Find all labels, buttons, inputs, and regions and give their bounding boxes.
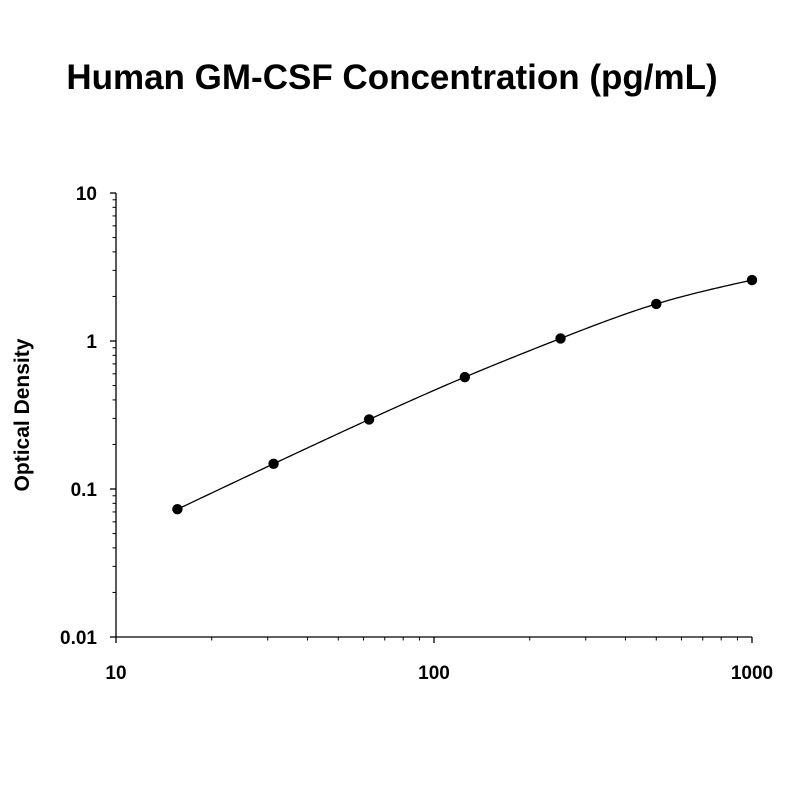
axes [110,192,753,643]
x-tick-label: 1000 [731,663,773,684]
y-tick-labels: 0.01 0.1 1 10 [60,184,97,649]
y-tick-label: 0.1 [71,480,98,501]
x-tick-label: 10 [105,663,126,684]
data-point [459,371,471,383]
fit-curve-group [177,279,753,510]
y-tick-label: 0.01 [60,628,97,649]
data-point [268,458,279,470]
y-axis-title: Optical Density [11,338,34,491]
data-point [363,414,375,425]
x-tick-label: 100 [418,663,450,684]
fit-curve [177,279,753,510]
x-tick-labels: 10 100 1000 [105,663,773,684]
data-point [746,274,758,286]
data-point [651,298,662,310]
y-tick-label: 1 [86,332,97,353]
data-point [555,333,566,344]
y-tick-label: 10 [76,184,97,205]
data-point [172,504,183,515]
data-points [172,274,758,515]
chart-title: Human GM-CSF Concentration (pg/mL) [66,58,718,97]
